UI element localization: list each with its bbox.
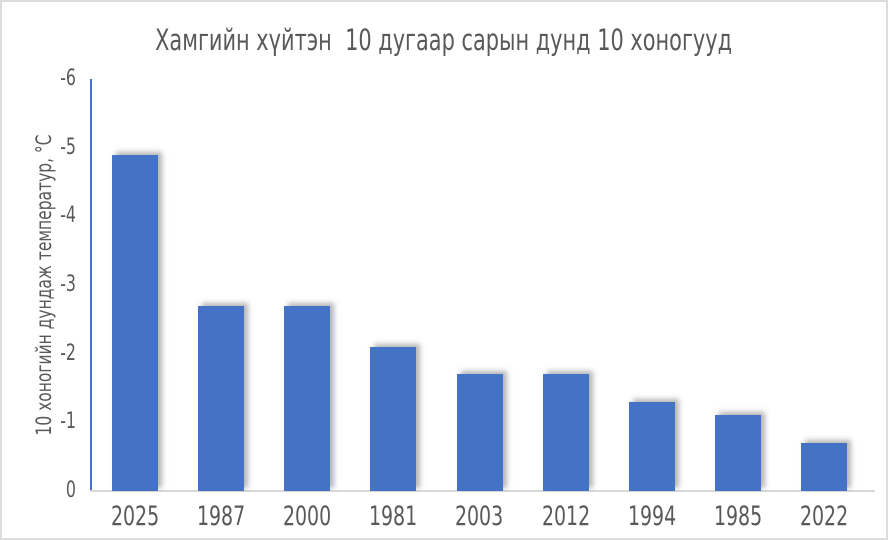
x-tick-label: 1985 (713, 501, 762, 532)
x-tick-label: 2022 (799, 501, 849, 532)
plot-area: -6 -5 -4 -3 -2 -1 0 2025 1987 2000 1981 2003 2012 19… (60, 67, 875, 530)
bar-1985 (714, 415, 761, 491)
bar-2003 (456, 374, 503, 491)
bar-1987 (198, 305, 245, 491)
x-tick-label: 2000 (283, 501, 332, 532)
bar-2000 (284, 305, 331, 491)
y-tick-label: -3 (60, 272, 76, 297)
bar-2012 (542, 374, 589, 491)
y-tick-label: -2 (60, 340, 76, 366)
y-tick-label: -6 (60, 66, 76, 91)
bar-1981 (370, 346, 417, 491)
y-tick-label: 0 (65, 478, 76, 503)
x-axis-line (90, 490, 875, 492)
bar-1994 (628, 401, 675, 491)
x-tick-label: 2012 (541, 501, 590, 532)
y-tick-label: -4 (60, 203, 76, 229)
bar-2022 (800, 442, 847, 491)
bar-2025 (112, 154, 159, 491)
y-axis-line (90, 79, 92, 491)
x-tick-label: 1994 (627, 501, 676, 532)
x-tick-label: 1987 (197, 501, 246, 532)
x-tick-label: 2003 (455, 501, 504, 532)
chart-title: Хамгийн хүйтэн 10 дугаар сарын дунд 10 х… (2, 23, 886, 57)
chart-title-text: Хамгийн хүйтэн 10 дугаар сарын дунд 10 х… (155, 23, 733, 57)
y-tick-label: -5 (60, 134, 76, 160)
x-tick-label: 2025 (110, 501, 160, 532)
x-tick-label: 1981 (369, 501, 418, 532)
y-tick-label: -1 (60, 409, 76, 435)
